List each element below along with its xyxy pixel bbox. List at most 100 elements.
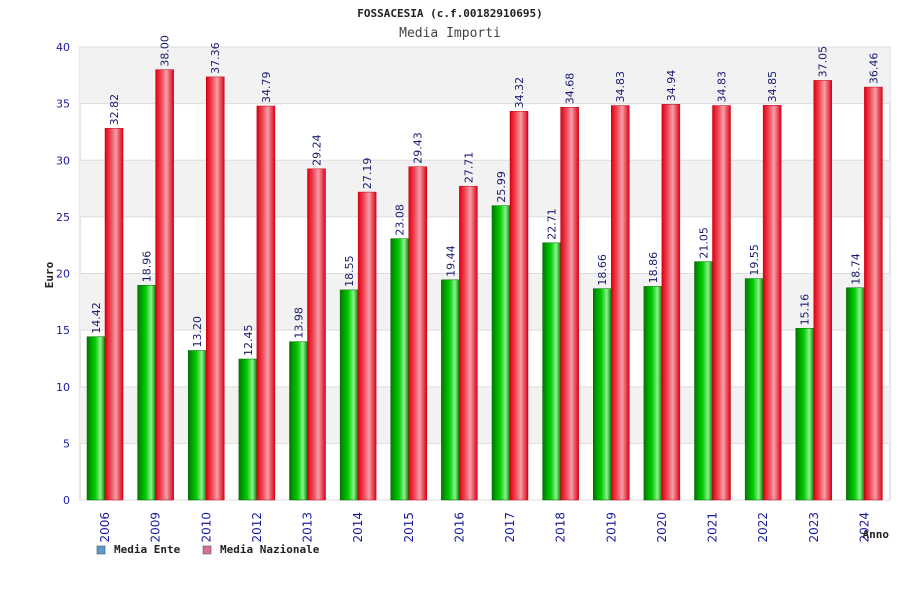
y-tick-label: 10 — [56, 381, 70, 394]
x-tick-label: 2016 — [452, 512, 466, 543]
chart-subtitle: Media Importi — [399, 26, 501, 41]
bar-media-ente-2016 — [441, 279, 460, 501]
y-tick-label: 25 — [56, 211, 70, 224]
value-label: 19.55 — [748, 244, 761, 276]
x-tick-label: 2006 — [98, 512, 112, 543]
y-axis-ticks: 0 5 10 15 20 25 30 35 40 — [56, 41, 70, 507]
value-label: 34.68 — [564, 73, 577, 105]
value-label: 18.74 — [849, 253, 862, 285]
x-tick-label: 2012 — [250, 512, 264, 543]
x-tick-label: 2020 — [655, 512, 669, 543]
legend-label-media-ente: Media Ente — [114, 543, 181, 556]
bar-media-nazionale-2018 — [560, 106, 579, 501]
legend: Media Ente Media Nazionale — [96, 543, 320, 556]
value-label: 34.83 — [716, 71, 729, 103]
bar-media-ente-2021 — [694, 261, 713, 501]
legend-swatch-media-nazionale — [202, 545, 212, 555]
bar-media-nazionale-2009 — [155, 69, 174, 501]
y-tick-label: 5 — [63, 437, 70, 450]
bar-media-nazionale-2020 — [661, 104, 681, 501]
bar-media-ente-2024 — [846, 287, 865, 501]
value-label: 37.05 — [817, 46, 830, 78]
bar-media-nazionale-2013 — [307, 168, 326, 501]
y-tick-label: 15 — [56, 324, 70, 337]
legend-label-media-nazionale: Media Nazionale — [220, 543, 320, 556]
bar-media-ente-2012 — [238, 358, 258, 501]
value-label: 18.66 — [596, 254, 609, 286]
value-label: 32.82 — [108, 94, 121, 126]
value-label: 34.32 — [513, 77, 526, 109]
x-tick-label: 2010 — [199, 512, 213, 543]
bar-media-ente-2017 — [491, 205, 511, 501]
bar-media-nazionale-2019 — [611, 105, 630, 501]
value-label: 37.36 — [209, 42, 222, 74]
value-label: 18.86 — [647, 252, 660, 284]
bar-media-nazionale-2014 — [357, 191, 377, 501]
x-tick-label: 2013 — [301, 512, 315, 543]
value-label: 12.45 — [242, 325, 255, 357]
value-label: 13.20 — [191, 316, 204, 348]
value-label: 34.94 — [665, 70, 678, 102]
value-label: 22.71 — [546, 208, 559, 240]
bar-media-nazionale-2015 — [408, 166, 427, 501]
value-label: 25.99 — [495, 171, 508, 203]
bar-media-ente-2014 — [339, 289, 359, 501]
x-tick-label: 2018 — [554, 512, 568, 543]
y-tick-label: 35 — [56, 98, 70, 111]
bar-media-nazionale-2023 — [813, 80, 832, 501]
x-axis-ticks: 2006 2009 2010 2012 2013 2014 2015 2016 2017 2018… — [98, 512, 871, 543]
bar-media-ente-2022 — [744, 278, 764, 501]
y-tick-label: 20 — [56, 268, 70, 281]
x-tick-label: 2021 — [706, 512, 720, 543]
x-tick-label: 2022 — [756, 512, 770, 543]
bar-media-ente-2018 — [542, 242, 561, 501]
value-label: 19.44 — [444, 245, 457, 277]
bars — [86, 69, 883, 501]
legend-swatch-media-ente — [96, 545, 106, 555]
bar-media-nazionale-2024 — [864, 86, 883, 501]
bar-media-ente-2006 — [86, 336, 106, 501]
x-axis-label: Anno — [863, 528, 890, 541]
value-label: 34.83 — [614, 71, 627, 103]
chart-title: FOSSACESIA (c.f.00182910695) — [357, 7, 542, 20]
value-label: 29.43 — [412, 132, 425, 164]
value-label: 34.79 — [260, 72, 273, 104]
value-label: 14.42 — [90, 302, 103, 334]
value-label: 27.19 — [361, 158, 374, 190]
bar-media-nazionale-2022 — [762, 105, 782, 501]
y-tick-label: 40 — [56, 41, 70, 54]
x-tick-label: 2014 — [351, 512, 365, 543]
bar-media-ente-2020 — [643, 286, 663, 501]
value-label: 15.16 — [799, 294, 812, 326]
x-tick-label: 2017 — [503, 512, 517, 543]
bar-media-nazionale-2006 — [104, 128, 124, 501]
value-label: 18.96 — [141, 251, 154, 283]
x-tick-label: 2009 — [149, 512, 163, 543]
bar-media-ente-2010 — [188, 350, 207, 501]
value-label: 38.00 — [159, 35, 172, 67]
x-tick-label: 2024 — [857, 512, 871, 543]
value-label: 23.08 — [394, 204, 407, 236]
bar-media-nazionale-2021 — [712, 105, 731, 501]
bar-media-nazionale-2017 — [509, 111, 529, 501]
bar-media-nazionale-2010 — [206, 76, 225, 501]
value-labels: 14.42 32.82 18.96 38.00 13.20 37.36 12.45 34.79… — [90, 35, 880, 356]
bar-media-nazionale-2016 — [459, 185, 478, 501]
value-label: 34.85 — [766, 71, 779, 103]
x-tick-label: 2023 — [807, 512, 821, 543]
bar-media-ente-2019 — [593, 288, 612, 501]
x-tick-label: 2019 — [604, 512, 618, 543]
value-label: 18.55 — [343, 255, 356, 287]
bar-media-nazionale-2012 — [256, 105, 276, 501]
value-label: 36.46 — [867, 53, 880, 85]
y-axis-label: Euro — [43, 261, 56, 288]
bar-media-ente-2013 — [289, 341, 308, 501]
value-label: 29.24 — [311, 134, 324, 166]
value-label: 27.71 — [462, 152, 475, 184]
value-label: 13.98 — [293, 307, 306, 339]
x-tick-label: 2015 — [402, 512, 416, 543]
y-tick-label: 0 — [63, 494, 70, 507]
y-tick-label: 30 — [56, 154, 70, 167]
value-label: 21.05 — [698, 227, 711, 259]
